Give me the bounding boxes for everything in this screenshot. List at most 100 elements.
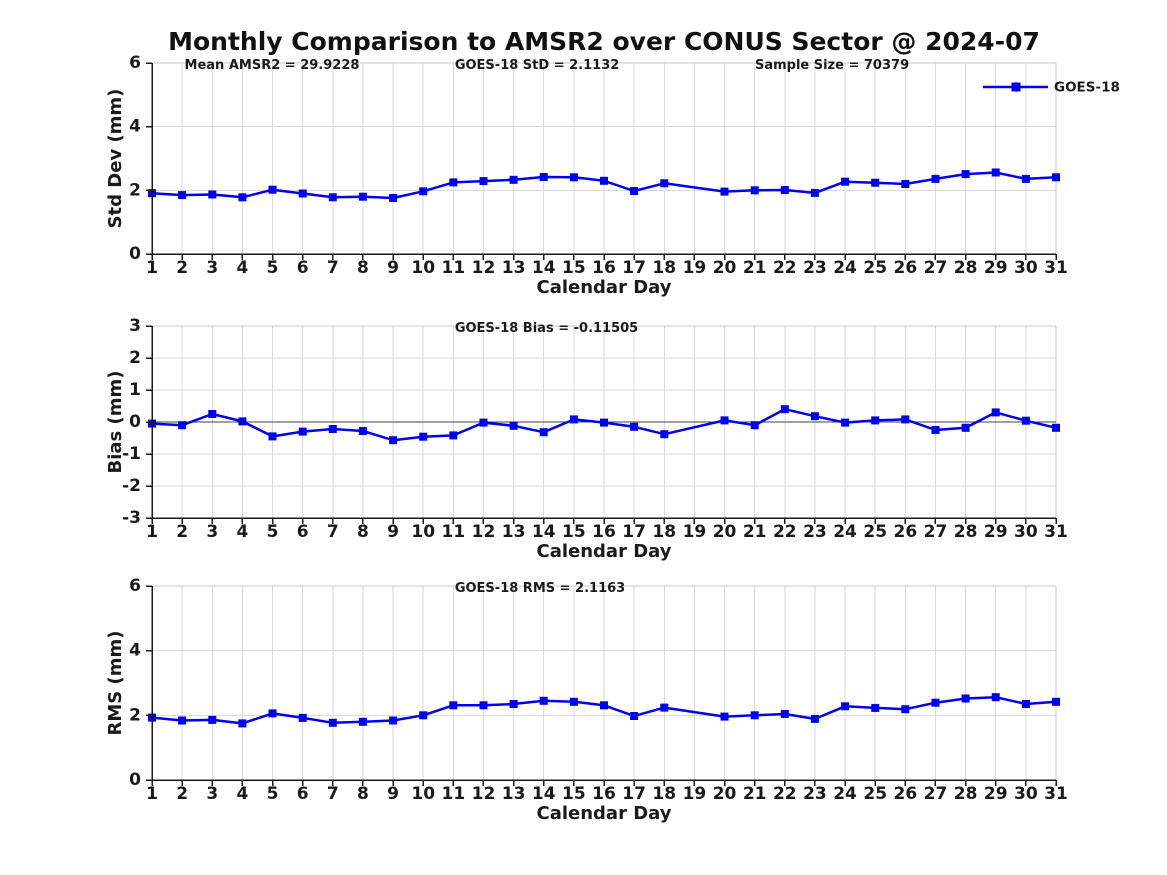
x-tick-label: 7 (327, 784, 339, 804)
x-tick-label: 17 (622, 258, 646, 278)
plot-annotation: Sample Size = 70379 (755, 58, 909, 73)
x-tick-label: 12 (472, 258, 496, 278)
data-point-marker (539, 696, 548, 705)
x-tick-label: 30 (1014, 258, 1038, 278)
x-tick-label: 21 (743, 784, 767, 804)
x-tick-label: 31 (1044, 258, 1068, 278)
data-point-marker (569, 697, 578, 706)
data-point-marker (208, 190, 217, 199)
x-tick-label: 13 (502, 258, 526, 278)
y-tick-label: -2 (122, 476, 141, 496)
series-line (151, 171, 1057, 200)
x-tick-label: 17 (622, 784, 646, 804)
x-tick-label: 8 (357, 258, 369, 278)
x-tick-label: 22 (773, 522, 797, 542)
data-point-marker (931, 698, 940, 707)
data-point-marker (630, 712, 639, 720)
series-line (151, 695, 1057, 725)
data-point-marker (720, 187, 729, 196)
data-point-marker (1021, 416, 1030, 425)
plot-annotation: GOES-18 StD = 2.1132 (455, 58, 619, 73)
x-tick-label: 6 (297, 258, 309, 278)
y-tick-label: 0 (129, 244, 141, 264)
y-tick-label: 3 (129, 316, 141, 336)
data-point-marker (600, 701, 608, 710)
data-point-marker (991, 693, 1000, 702)
x-tick-label: 29 (984, 522, 1008, 542)
x-tick-label: 13 (502, 522, 526, 542)
data-point-marker (419, 187, 428, 196)
data-point-marker (1021, 700, 1030, 708)
x-tick-label: 12 (472, 522, 496, 542)
x-tick-label: 2 (176, 258, 188, 278)
data-point-marker (298, 713, 307, 722)
data-point-marker (931, 174, 940, 183)
data-point-marker (871, 178, 880, 187)
data-point-marker (539, 428, 548, 437)
x-tick-label: 4 (236, 784, 248, 804)
data-point-marker (1052, 423, 1060, 432)
x-tick-label: 31 (1044, 522, 1068, 542)
y-axis-label: Std Dev (mm) (105, 89, 126, 229)
data-point-marker (479, 701, 488, 710)
data-point-marker (600, 176, 608, 185)
data-point-marker (991, 408, 1000, 417)
x-tick-label: 26 (893, 522, 917, 542)
x-tick-label: 1 (146, 258, 158, 278)
x-tick-label: 1 (146, 784, 158, 804)
data-point-marker (178, 191, 187, 200)
data-point-marker (449, 178, 458, 187)
x-tick-label: 21 (743, 258, 767, 278)
data-point-marker (841, 177, 850, 186)
data-point-marker (901, 415, 910, 424)
data-point-marker (328, 425, 337, 433)
data-point-marker (208, 715, 217, 724)
data-point-marker (419, 432, 428, 441)
x-tick-label: 18 (652, 522, 676, 542)
x-tick-label: 11 (441, 258, 465, 278)
data-point-marker (389, 436, 398, 445)
plot-annotation: GOES-18 Bias = -0.11505 (455, 321, 638, 336)
x-tick-label: 5 (267, 258, 279, 278)
x-tick-label: 5 (267, 784, 279, 804)
data-point-marker (901, 180, 910, 188)
figure-title: Monthly Comparison to AMSR2 over CONUS S… (168, 27, 1040, 56)
data-point-marker (961, 694, 970, 703)
data-point-marker (238, 193, 247, 202)
x-tick-label: 16 (592, 258, 616, 278)
data-point-marker (268, 185, 277, 194)
x-tick-label: 9 (387, 258, 399, 278)
data-point-marker (991, 168, 1000, 177)
series-line (151, 407, 1057, 442)
data-point-marker (328, 718, 337, 727)
data-point-marker (509, 700, 518, 708)
legend-label: GOES-18 (1054, 80, 1120, 96)
plot-annotation: GOES-18 RMS = 2.1163 (455, 581, 625, 596)
data-point-marker (660, 703, 669, 712)
data-point-marker (660, 179, 669, 188)
data-point-marker (449, 701, 458, 710)
x-tick-label: 2 (176, 522, 188, 542)
x-tick-label: 23 (803, 522, 827, 542)
x-tick-label: 25 (863, 784, 887, 804)
x-tick-label: 11 (441, 784, 465, 804)
x-tick-label: 31 (1044, 784, 1068, 804)
x-tick-label: 14 (532, 522, 556, 542)
data-point-marker (479, 177, 488, 186)
y-tick-label: 2 (129, 348, 141, 368)
x-tick-label: 27 (924, 784, 948, 804)
x-tick-label: 10 (411, 784, 435, 804)
data-point-marker (208, 410, 217, 418)
data-point-marker (328, 193, 337, 202)
data-point-marker (961, 423, 970, 432)
y-tick-label: -1 (122, 444, 141, 464)
x-tick-label: 14 (532, 258, 556, 278)
x-tick-label: 25 (863, 258, 887, 278)
x-tick-label: 4 (236, 522, 248, 542)
x-tick-label: 25 (863, 522, 887, 542)
data-point-marker (358, 717, 367, 726)
data-point-marker (268, 432, 277, 441)
data-point-marker (1052, 697, 1060, 706)
